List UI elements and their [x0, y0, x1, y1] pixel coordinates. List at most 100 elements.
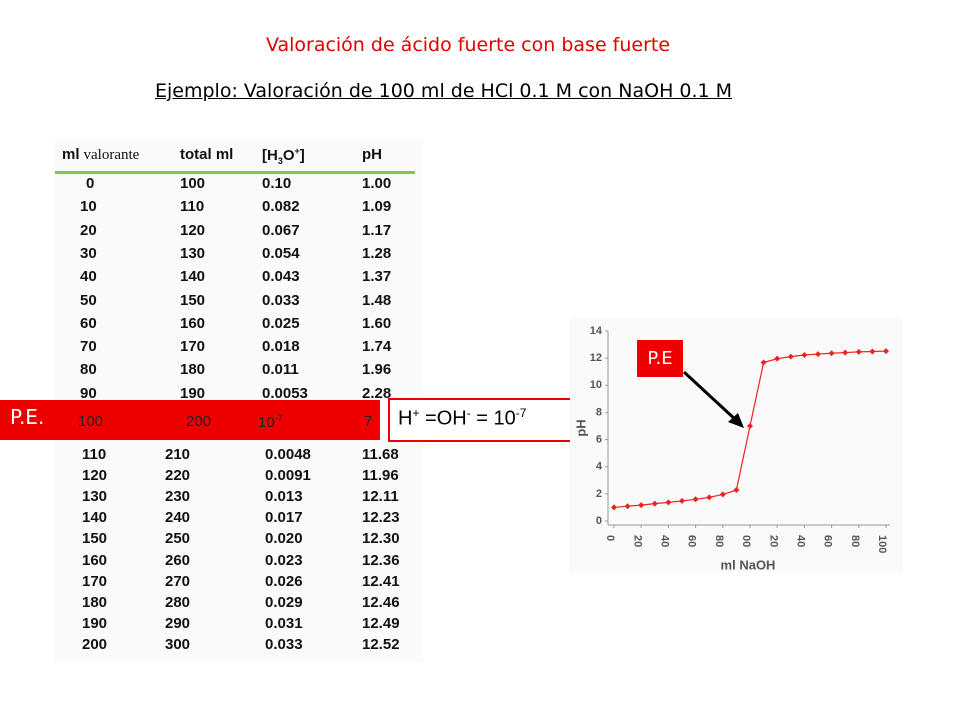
table-cell: 1.96	[362, 361, 392, 379]
header-text: [H	[262, 147, 278, 164]
text: -	[466, 406, 471, 420]
point	[842, 349, 849, 356]
arrow-head	[728, 413, 744, 428]
point	[747, 423, 753, 429]
table-cell: 180	[180, 361, 206, 379]
table-cell: 110	[82, 446, 107, 463]
point	[828, 350, 835, 357]
point	[692, 496, 699, 503]
table-cell: 0.067	[262, 221, 300, 239]
table-cell: 90	[80, 384, 97, 402]
table-cell: 0.031	[265, 614, 303, 632]
table-cell: 1.17	[362, 221, 392, 239]
point	[883, 348, 889, 355]
table-cell: 230	[165, 488, 191, 506]
point	[760, 359, 767, 366]
table-cell: 130	[180, 244, 206, 262]
pe-cell: 200	[186, 413, 212, 430]
chart-bg	[570, 318, 902, 572]
point	[815, 351, 821, 358]
header-rule	[55, 171, 415, 174]
point	[624, 503, 631, 510]
header-text: ml	[62, 146, 80, 163]
table-cell: 180	[82, 593, 108, 611]
x-tick-label: 60	[686, 535, 698, 547]
point	[801, 352, 808, 359]
text: = 10	[470, 407, 516, 430]
table-cell: 20	[80, 221, 97, 239]
table-cell: 0.011	[262, 361, 299, 379]
table-cell: 260	[165, 551, 191, 569]
table-cell: 160	[82, 551, 108, 569]
point	[733, 487, 740, 494]
table-cell: 0.10	[262, 175, 292, 192]
table-cell: 1.00	[362, 175, 392, 192]
point	[679, 497, 685, 504]
annotation-box	[388, 398, 570, 442]
y-tick-label: 0	[596, 515, 602, 527]
table-cell: 0.018	[262, 338, 300, 356]
table-cell: 1.60	[362, 314, 392, 332]
text: -7	[515, 406, 527, 420]
header-cell: [H3O+]	[262, 146, 305, 166]
header-text: valorante	[83, 147, 140, 163]
table-cell: 12.11	[362, 488, 399, 506]
table-cell: 110	[180, 198, 205, 216]
table-cell: 150	[180, 291, 206, 309]
x-tick-label: 40	[658, 535, 670, 547]
x-tick-label: 0	[604, 535, 616, 541]
y-tick-label: 2	[596, 488, 602, 500]
table-cell: 1.37	[362, 268, 392, 286]
x-tick-label: 80	[713, 535, 725, 547]
table-cell: 1.74	[362, 338, 392, 356]
table-cell: 0.033	[265, 635, 303, 653]
table-cell: 1.48	[362, 291, 392, 309]
table-cell: 50	[80, 291, 97, 309]
table-cell: 170	[180, 338, 206, 356]
table-cell: 140	[180, 268, 206, 286]
table-cell: 250	[165, 530, 191, 548]
annotation-box	[637, 340, 683, 377]
annotation: P.E	[647, 348, 672, 369]
table-cell: 0.017	[265, 509, 303, 527]
y-tick-label: 8	[596, 406, 602, 418]
point	[855, 348, 862, 355]
annotation: H+ =OH- = 10-7	[398, 406, 526, 431]
x-axis-label: ml NaOH	[721, 557, 776, 572]
x-tick-label: 60	[822, 535, 834, 547]
table-cell: 160	[180, 314, 206, 332]
title: Valoración de ácido fuerte con base fuer…	[265, 34, 671, 56]
table-cell: 0.013	[265, 488, 303, 506]
table-cell: 0.054	[262, 244, 300, 262]
table-cell: 60	[80, 314, 97, 332]
table-cell: 12.23	[362, 509, 400, 527]
table-cell: 300	[165, 635, 191, 653]
text: =OH	[419, 407, 467, 430]
table-cell: 1.09	[362, 198, 392, 216]
table-cell: 0.026	[265, 572, 303, 590]
table-cell: 1.28	[362, 244, 392, 262]
header-text: 3	[277, 156, 283, 166]
point	[651, 500, 658, 507]
table-cell: 150	[82, 530, 108, 548]
y-tick-label: 12	[590, 352, 602, 364]
y-tick-label: 10	[590, 379, 602, 391]
pe-text: 10	[258, 414, 275, 431]
header-cell: pH	[362, 146, 382, 163]
pe-text: -7	[274, 413, 283, 423]
pe-cell: 100	[78, 413, 104, 430]
header-text: O	[282, 147, 295, 164]
table-cell: 0	[86, 175, 95, 192]
table-cell: 0.0053	[262, 384, 308, 402]
header-cell: ml valorante	[62, 146, 139, 164]
table-cell: 120	[82, 467, 108, 485]
table-cell: 240	[165, 509, 191, 527]
text: H	[398, 407, 413, 430]
table-cell: 12.30	[362, 530, 400, 548]
table-cell: 220	[165, 467, 191, 485]
point	[611, 504, 617, 511]
header-text: total ml	[180, 146, 234, 163]
y-tick-label: 4	[596, 461, 603, 473]
table-cell: 130	[82, 488, 108, 506]
